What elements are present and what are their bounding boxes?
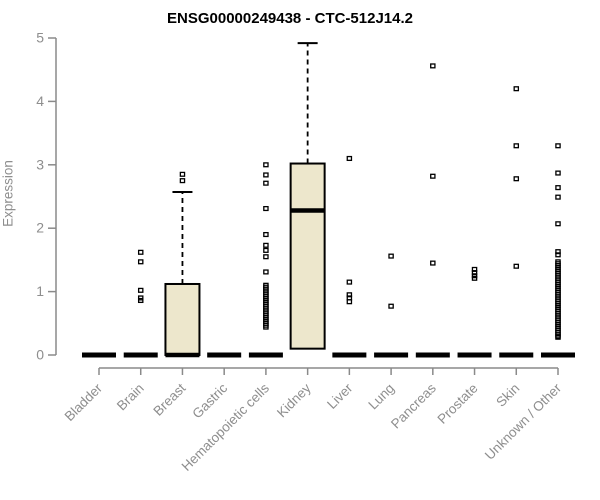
- x-axis-label-kidney: Kidney: [274, 380, 314, 420]
- y-axis-tick-label: 0: [36, 347, 44, 363]
- outlier-point-hematopoietic-cells: [263, 180, 269, 186]
- outlier-point-lung: [388, 253, 394, 259]
- outlier-point-breast: [179, 178, 186, 184]
- y-axis-tick-label: 1: [36, 283, 44, 299]
- chart-title: ENSG00000249438 - CTC-512J14.2: [167, 10, 413, 27]
- outlier-point-hematopoietic-cells: [263, 162, 269, 168]
- outlier-point-prostate: [471, 275, 478, 281]
- outlier-point-pancreas: [430, 173, 436, 179]
- x-axis-label-pancreas: Pancreas: [388, 380, 439, 431]
- x-axis-label-skin: Skin: [493, 381, 522, 410]
- outlier-point-brain: [137, 297, 144, 304]
- outlier-point-unknown-other: [555, 194, 561, 200]
- outlier-point-liver: [346, 155, 353, 162]
- x-axis-label-breast: Breast: [150, 380, 188, 418]
- outlier-point-brain: [137, 259, 144, 265]
- zero-bar-brain: [123, 352, 158, 358]
- outlier-point-hematopoietic-cells: [263, 172, 269, 178]
- outlier-point-hematopoietic-cells: [263, 231, 269, 238]
- x-axis-label-gastric: Gastric: [189, 380, 230, 421]
- box-kidney: [289, 162, 326, 350]
- outlier-point-lung: [388, 303, 394, 309]
- zero-bar-bladder: [82, 352, 116, 358]
- zero-bar-gastric: [207, 352, 242, 358]
- x-axis-label-bladder: Bladder: [62, 380, 106, 424]
- outlier-point-unknown-other: [555, 170, 561, 176]
- zero-bar-lung: [374, 352, 409, 358]
- x-axis-label-lung: Lung: [365, 381, 397, 413]
- y-axis-tick-label: 2: [36, 220, 44, 236]
- outlier-point-hematopoietic-cells: [263, 269, 269, 275]
- box-breast: [164, 282, 201, 357]
- zero-bar-prostate: [457, 352, 492, 358]
- outlier-point-brain: [137, 287, 144, 293]
- outlier-point-hematopoietic-cells: [263, 247, 269, 253]
- y-axis-label: Expression: [0, 160, 16, 227]
- outlier-point-skin: [513, 176, 520, 182]
- outlier-point-hematopoietic-cells: [263, 205, 269, 212]
- outlier-point-pancreas: [430, 260, 436, 266]
- outlier-point-skin: [513, 143, 520, 149]
- outlier-point-pancreas: [430, 63, 436, 69]
- x-axis-label-liver: Liver: [324, 380, 356, 412]
- outlier-point-liver: [346, 279, 353, 285]
- y-axis-tick-label: 4: [36, 93, 44, 109]
- outlier-point-hematopoietic-cells: [263, 242, 269, 248]
- outlier-point-unknown-other: [555, 143, 561, 149]
- zero-bar-unknown-other: [541, 352, 575, 358]
- x-axis-label-prostate: Prostate: [435, 381, 481, 427]
- x-axis-label-brain: Brain: [114, 381, 147, 414]
- outlier-point-unknown-other: [555, 221, 561, 227]
- outlier-point-skin: [513, 263, 520, 269]
- zero-bar-pancreas: [415, 352, 450, 358]
- zero-bar-skin: [499, 352, 534, 358]
- x-axis-label-unknown-other: Unknown / Other: [482, 380, 565, 463]
- outlier-point-liver: [346, 299, 353, 305]
- zero-bar-hematopoietic-cells: [248, 352, 283, 358]
- outlier-point-skin: [513, 86, 520, 92]
- y-axis-tick-label: 5: [36, 30, 44, 46]
- outlier-point-unknown-other: [555, 185, 561, 191]
- outlier-point-unknown-other: [555, 252, 561, 258]
- outlier-point-hematopoietic-cells: [263, 254, 269, 260]
- y-axis-tick-label: 3: [36, 156, 44, 172]
- outlier-point-hematopoietic-cells: [263, 324, 269, 330]
- zero-bar-liver: [332, 352, 367, 358]
- outlier-point-unknown-other: [555, 334, 561, 340]
- outlier-point-brain: [137, 249, 144, 255]
- outlier-point-breast: [179, 171, 186, 177]
